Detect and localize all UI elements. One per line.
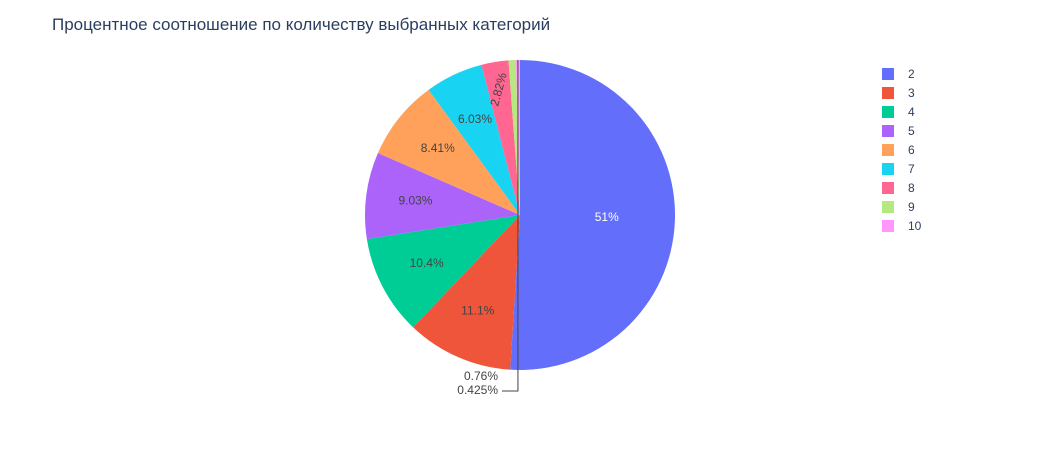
pie-labels: 51%11.1%10.4%9.03%8.41%6.03%2.82%0.76%0.… [398, 60, 619, 397]
slice-label-6: 8.41% [421, 141, 455, 155]
slice-label-2: 51% [595, 210, 619, 224]
legend-item-4[interactable]: 4 [882, 105, 915, 119]
legend-item-8[interactable]: 8 [882, 181, 915, 195]
legend-item-7[interactable]: 7 [882, 162, 915, 176]
legend-swatch-9 [882, 201, 894, 213]
legend-swatch-2 [882, 68, 894, 80]
legend-item-5[interactable]: 5 [882, 124, 915, 138]
legend-swatch-5 [882, 125, 894, 137]
legend-swatch-6 [882, 144, 894, 156]
legend-label-2: 2 [908, 67, 915, 81]
legend-swatch-10 [882, 220, 894, 232]
legend-swatch-4 [882, 106, 894, 118]
legend-label-3: 3 [908, 86, 915, 100]
slice-label-10: 0.425% [457, 383, 498, 397]
legend-item-2[interactable]: 2 [882, 67, 915, 81]
pie-slice-8 [481, 60, 520, 215]
legend-swatch-7 [882, 163, 894, 175]
pie-slice-2 [510, 60, 676, 370]
slice-label-3: 11.1% [461, 304, 494, 318]
legend: 2 3 4 5 6 7 8 9 10 [882, 67, 922, 233]
slice-label-9: 0.76% [464, 369, 498, 383]
chart-title: Процентное соотношение по количеству выб… [52, 15, 550, 34]
legend-item-9[interactable]: 9 [882, 200, 915, 214]
pie-slice-6 [377, 89, 520, 215]
pie-slices [365, 60, 676, 370]
slice-label-5: 9.03% [398, 194, 432, 208]
leader-line-10 [502, 60, 519, 392]
legend-label-8: 8 [908, 181, 915, 195]
pie-slice-4 [366, 215, 520, 328]
legend-label-9: 9 [908, 200, 915, 214]
legend-label-5: 5 [908, 124, 915, 138]
legend-swatch-3 [882, 87, 894, 99]
legend-item-3[interactable]: 3 [882, 86, 915, 100]
slice-label-7: 6.03% [458, 112, 492, 126]
legend-swatch-8 [882, 182, 894, 194]
legend-label-4: 4 [908, 105, 915, 119]
legend-label-10: 10 [908, 219, 922, 233]
legend-item-6[interactable]: 6 [882, 143, 915, 157]
legend-label-7: 7 [908, 162, 915, 176]
legend-item-10[interactable]: 10 [882, 219, 922, 233]
pie-slice-3 [413, 215, 520, 370]
pie-slice-5 [365, 152, 520, 240]
pie-slice-7 [428, 64, 520, 215]
pie-slice-9 [508, 60, 520, 216]
slice-label-4: 10.4% [410, 256, 444, 270]
legend-label-6: 6 [908, 143, 915, 157]
